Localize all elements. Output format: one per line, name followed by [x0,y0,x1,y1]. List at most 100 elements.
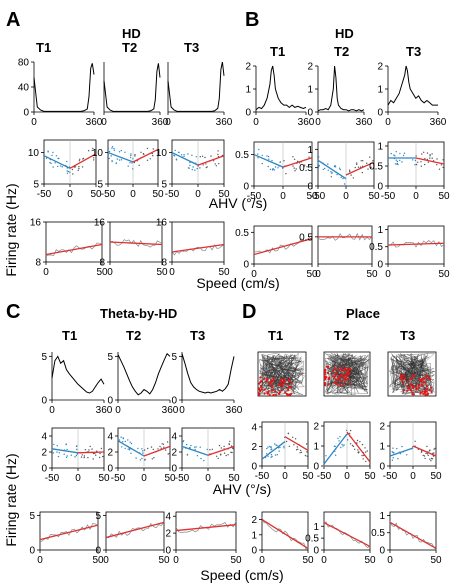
panel-a-ahv-t2-point [131,162,133,164]
panel-d-map-t1-spike [278,392,281,395]
panel-b-ahv-t3-point [396,163,398,165]
panel-d-map-t2-spike [323,373,327,376]
panel-c-ahv-t1-point [66,448,68,451]
panel-b-hd-t3-tuning-curve [387,65,438,106]
panel-d-map-t2-spike [339,366,342,369]
panel-b-ahv-t2-fit-positive [345,161,375,176]
panel-a-hd-t1-ytick-label: 0 [23,108,29,119]
panel-d-ahv-t1-point [267,446,269,448]
panel-c-hd-t2-ytick-label: 5 [107,352,113,363]
panel-d-map-t2-spike [323,370,327,374]
panel-c-ahv-t3-point [186,453,189,456]
panel-d-map-t3-spike [401,374,404,377]
panel-b-ahv-t1-point [285,173,287,175]
panel-b-hd-t1-ytick-label: 0 [245,108,251,119]
panel-a-ahv-t2-point [152,155,154,157]
panel-d-map-t3-spike [419,392,422,395]
panel-b-ahv-t1-xtick-label: 50 [306,191,318,202]
panel-a-ahv-t3-point [196,167,198,170]
panel-d-ahv-t1-point [306,451,308,453]
panel-a-ahv-t2-point [138,164,140,166]
panel-b-ahv-t2-xtick-label: -50 [311,191,326,202]
panel-c-ahv-t1-ytick-label: 0 [41,464,47,475]
panel-b-ahv-t3-xtick-label: 0 [413,191,419,202]
panel-d-ahv-t1-point [269,445,271,448]
panel-d-ahv-t2-point [334,454,337,456]
panel-d-ahv-t2-point [325,455,327,457]
panel-d-map-t3-trajectory [389,352,436,395]
panel-c-hd-t2-xtick-label: 0 [115,405,121,416]
panel-c-ahv-t2-point [163,446,165,448]
panel-c-speed-t1-fit [39,524,99,541]
panel-d-map-t1-spike [268,393,271,397]
panel-b-ahv-t2-point [340,176,342,178]
panel-d-map-t1-spike [259,376,262,379]
panel-c-ahv-t3-point [219,454,222,456]
panel-c-ahv-t2-point [129,441,131,443]
panel-d-ahv-t3-fit-positive [412,445,437,457]
panel-d-ahv-t1-point [276,444,278,447]
panel-d-ahv-t3-point [392,447,394,449]
panel-d-ahv-t1-xtick-label: 50 [302,471,314,482]
panel-d-map-t1-spike [257,392,261,395]
panel-a-ahv-t1-xtick-label: 0 [67,189,73,200]
panel-d-ahv-t3-point [423,455,426,457]
panel-b-ahv-t3-ytick-label: 0.5 [369,162,383,173]
panel-d-map-t2-spike [343,378,346,381]
panel-a-ahv-t3-point [180,154,183,156]
panel-b-ahv-t2-point [327,169,329,171]
panel-a-ahv-t1-point [92,147,94,150]
panel-d-map-t1-spike [266,392,269,395]
panel-d-map-t1-spike [265,380,268,383]
panel-d-map-t2-spike [334,368,337,371]
panel-b-speed-t1-frame [253,225,313,265]
panel-d-ahv-t2-fit-negative [323,433,348,465]
panel-d-map-t2-spike [339,383,342,387]
panel-c-ahv-t1-point [80,456,83,458]
panel-c-ahv-t3-point [194,446,196,448]
panel-c-ahv-t1-point [58,452,60,454]
panel-d-speed-t1-xtick-label: 0 [259,555,265,566]
panel-c-ahv-t2-xtick-label: 50 [164,473,176,484]
panel-b-ahv-t1-point [271,169,274,171]
panel-b-speed-t2-frame [317,225,373,265]
panel-d-map-t2-spike [348,372,351,375]
panel-a-ahv-t1-point [55,155,58,157]
panel-d-map-t1-spike [278,381,281,384]
panel-d-ahv-t2-point [361,454,363,457]
panel-b-ahv-t2-point [318,164,320,167]
panel-d-map-t1-spike [258,382,261,385]
panel-d-map-t3-spike [406,389,409,392]
panel-a-hd-t1-xtick-label: 0 [31,117,37,128]
panel-c-ahv-t1-point [52,452,55,454]
panel-a-ahv-t2-point [107,154,110,156]
panel-d-ahv-t2-point [334,445,336,448]
panel-d-speed-t2-ytick-label: 0 [313,546,319,557]
panel-a-hd-t1-tuning-curve [33,63,95,112]
panel-c-ahv-t1-point [57,455,60,458]
panel-a-ahv-t3-point [206,166,208,168]
panel-d-map-t2-spike [346,371,349,374]
panel-a-ahv-t2-point [151,152,153,155]
panel-a-ahv-t3-point [215,165,217,167]
panel-b-hd-t2-ytick-label: 0 [307,108,313,119]
panel-c-speed-t1-ytick-label: 0 [29,546,35,557]
panel-a-speed-t3-frame [171,221,225,263]
panel-c-ahv-t3-point [225,454,227,457]
panel-a-hd-t3-xtick-label: 0 [165,117,171,128]
panel-b-ahv-t1-point [258,148,260,151]
panel-c-speed-t3-ytick-label: 0 [165,546,171,557]
panel-d-ahv-t2-ytick-label: 0 [313,462,319,473]
panel-c-speed-t2-fit [105,521,165,539]
panel-b-ahv-t3-point [415,155,417,157]
panel-d-map-t3-spike [402,382,405,385]
panel-d-speed-t3-ytick-label: 1 [379,511,385,522]
panel-c-ahv-t2-point [127,439,129,441]
panel-d-ahv-t1-point [299,449,302,452]
panel-b-ahv-t1-point [268,158,270,160]
panel-d-map-t3-spike [425,384,428,387]
panel-d-ahv-t1-point [306,455,308,457]
xlabel-ahv-top: AHV (°/s) [209,195,268,211]
panel-d-ahv-t3-point [401,445,403,448]
